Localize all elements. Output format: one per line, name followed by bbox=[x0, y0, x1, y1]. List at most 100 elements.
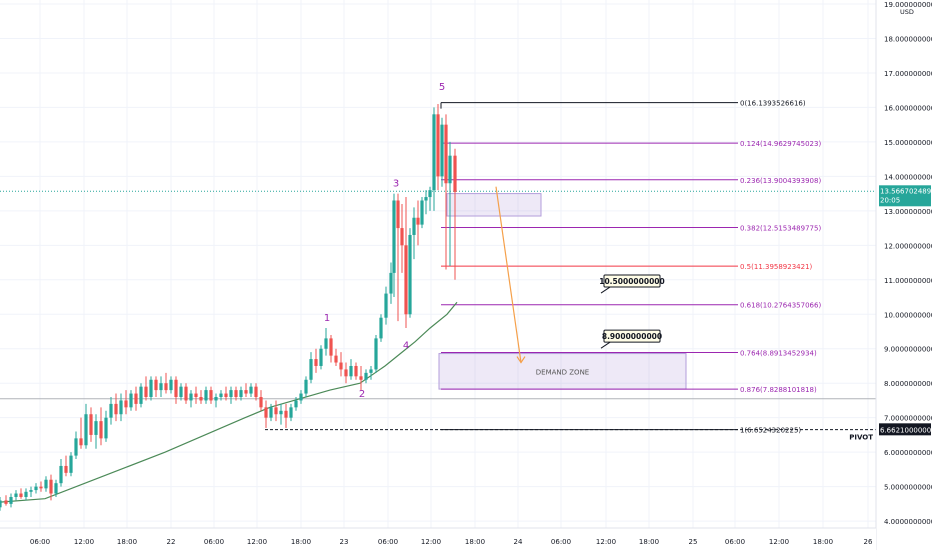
candle-body bbox=[334, 355, 338, 363]
candle-body bbox=[254, 386, 258, 397]
candle-body bbox=[129, 393, 133, 408]
candle-body bbox=[274, 407, 278, 415]
price-tick-label: 9.0000000000 bbox=[884, 346, 932, 354]
candle-body bbox=[234, 390, 238, 397]
projection-arrow-line bbox=[495, 186, 522, 363]
price-tick-label: 5.0000000000 bbox=[884, 484, 932, 492]
candle-body bbox=[219, 393, 223, 397]
countdown-label: 20:05 bbox=[880, 196, 900, 204]
fib-level-label: 0(16.1393526616) bbox=[740, 100, 806, 108]
candle-body bbox=[79, 438, 83, 446]
pivot-price-label: 6.6621000000 bbox=[880, 426, 931, 434]
price-tick-label: 7.0000000000 bbox=[884, 415, 932, 423]
fib-level-label: 0.236(13.9004393908) bbox=[740, 177, 821, 185]
candle-body bbox=[389, 272, 393, 294]
candle-body bbox=[412, 217, 416, 235]
price-tick-label: 16.0000000000 bbox=[884, 104, 932, 112]
candle-body bbox=[0, 500, 2, 508]
candle-body bbox=[284, 410, 288, 418]
price-axis-background bbox=[876, 0, 932, 550]
candle-body bbox=[24, 491, 28, 497]
candle-body bbox=[29, 490, 33, 492]
candle-body bbox=[374, 338, 378, 370]
candle-body bbox=[214, 397, 218, 401]
candle-body bbox=[314, 359, 318, 366]
price-tick-label: 12.0000000000 bbox=[884, 242, 932, 250]
price-tick-label: 6.0000000000 bbox=[884, 449, 932, 457]
candle-body bbox=[379, 317, 383, 339]
candle-body bbox=[34, 486, 38, 491]
candle-body bbox=[400, 228, 404, 246]
candle-body bbox=[104, 417, 108, 439]
time-axis[interactable]: 06:00 12:00 18:00 22 06:00 12:00 18:00 23 06:00 1… bbox=[0, 527, 876, 550]
candles-layer bbox=[0, 103, 457, 511]
candle-body bbox=[244, 390, 248, 394]
candle-body bbox=[189, 393, 193, 401]
candle-body bbox=[329, 338, 333, 356]
candle-body bbox=[74, 438, 78, 456]
candle-body bbox=[384, 293, 388, 318]
time-tick-label: 18:00 bbox=[465, 538, 485, 546]
candle-body bbox=[179, 386, 183, 397]
price-axis[interactable]: 19.0000000000 18.0000000000 17.0000000000 1… bbox=[849, 0, 932, 550]
candle-body bbox=[359, 376, 363, 380]
candle-body bbox=[64, 465, 68, 473]
candle-body bbox=[169, 379, 173, 391]
candle-body bbox=[369, 369, 373, 373]
annotations-layer: 1 2 3 4 5 10.5000000000 8.9000000000 bbox=[324, 82, 665, 400]
candle-body bbox=[4, 500, 8, 504]
time-tick-label: 06:00 bbox=[378, 538, 398, 546]
time-axis-background bbox=[0, 528, 876, 550]
price-tick-label: 19.0000000000 bbox=[884, 1, 932, 9]
price-tick-label: 17.0000000000 bbox=[884, 70, 932, 78]
time-tick-label: 23 bbox=[340, 538, 349, 546]
price-tick-label: 10.0000000000 bbox=[884, 311, 932, 319]
candle-body bbox=[364, 372, 368, 380]
candle-body bbox=[309, 359, 313, 380]
price-tick-label: 8.0000000000 bbox=[884, 380, 932, 388]
candle-body bbox=[134, 393, 138, 404]
candle-body bbox=[154, 379, 158, 391]
candle-body bbox=[259, 397, 263, 408]
price-tick-label: 13.0000000000 bbox=[884, 208, 932, 216]
candle-body bbox=[59, 465, 63, 484]
candle-body bbox=[194, 393, 198, 397]
time-tick-label: 18:00 bbox=[813, 538, 833, 546]
candle-body bbox=[94, 421, 98, 435]
candle-body bbox=[184, 386, 188, 401]
zone-label: DEMAND ZONE bbox=[536, 368, 589, 376]
time-tick-label: 22 bbox=[167, 538, 176, 546]
candle-body bbox=[99, 421, 103, 439]
time-tick-label: 18:00 bbox=[291, 538, 311, 546]
candle-body bbox=[114, 403, 118, 415]
candle-body bbox=[354, 365, 358, 377]
candle-body bbox=[404, 245, 408, 315]
candle-body bbox=[324, 338, 328, 349]
candle-body bbox=[432, 114, 436, 191]
candle-body bbox=[44, 479, 48, 489]
candle-body bbox=[289, 407, 293, 418]
candle-body bbox=[149, 379, 153, 397]
candle-body bbox=[344, 369, 348, 377]
candle-body bbox=[436, 114, 440, 177]
fib-level-label: 0.618(10.2764357066) bbox=[740, 302, 821, 310]
candle-body bbox=[319, 348, 323, 366]
time-tick-label: 26 bbox=[864, 538, 873, 546]
callout-box bbox=[603, 274, 661, 288]
candle-body bbox=[119, 400, 123, 415]
price-tick-label: 14.0000000000 bbox=[884, 173, 932, 181]
candle-body bbox=[139, 386, 143, 404]
callout-text: 8.9000000000 bbox=[602, 332, 662, 341]
fib-level-label: 0.382(12.5153489775) bbox=[740, 225, 821, 233]
current-price-badge bbox=[879, 185, 931, 207]
candle-body bbox=[9, 496, 13, 504]
callout-pointer bbox=[600, 286, 611, 294]
candle-body bbox=[54, 483, 58, 494]
time-tick-label: 12:00 bbox=[247, 538, 267, 546]
price-tick-label: 11.0000000000 bbox=[884, 277, 932, 285]
candle-body bbox=[69, 455, 73, 473]
time-tick-label: 24 bbox=[514, 538, 523, 546]
zones-layer: DEMAND ZONE bbox=[438, 193, 687, 390]
